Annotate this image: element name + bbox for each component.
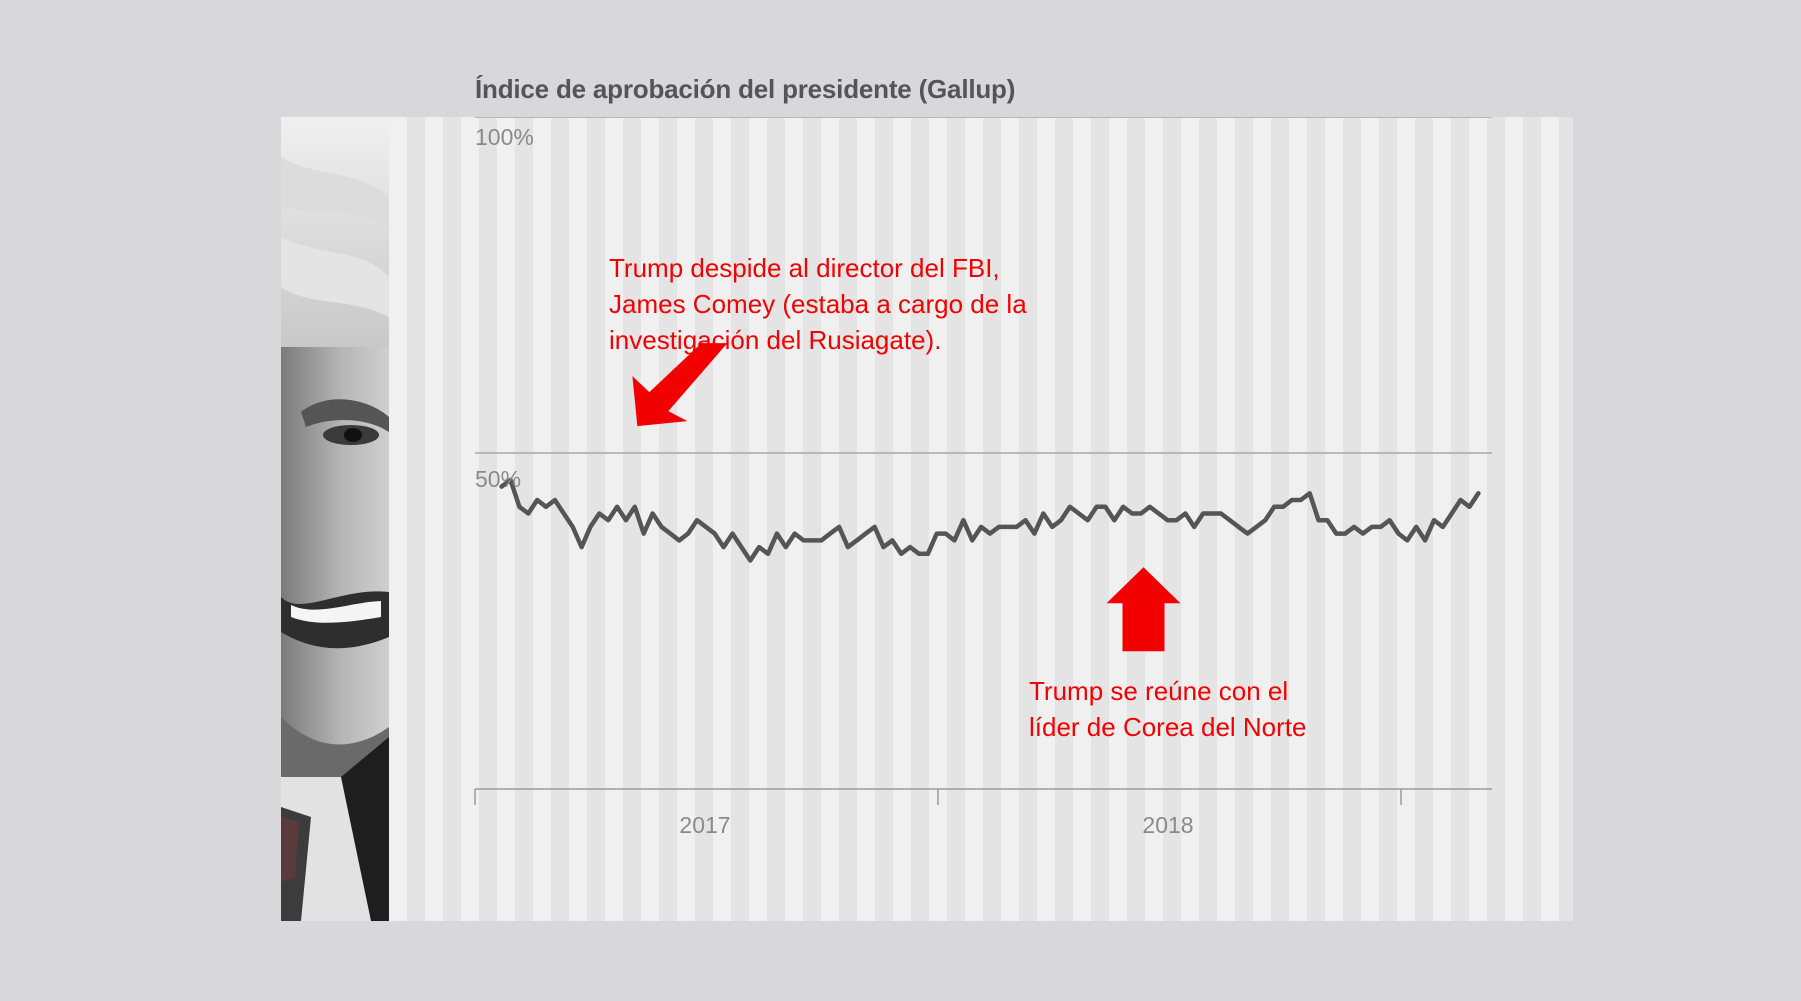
- grid-stripe: [479, 117, 497, 921]
- annotation-comey-line: investigación del Rusiagate).: [609, 325, 942, 355]
- grid-stripe: [1091, 117, 1109, 921]
- grid-stripe: [1127, 117, 1145, 921]
- grid-stripe: [911, 117, 929, 921]
- annotation-north-korea-line: líder de Corea del Norte: [1029, 712, 1307, 742]
- series-line-0: [499, 477, 1481, 563]
- grid-stripe: [767, 117, 785, 921]
- annotation-comey-line: Trump despide al director del FBI,: [609, 253, 1000, 283]
- grid-stripe: [1199, 117, 1217, 921]
- grid-stripe: [1487, 117, 1505, 921]
- grid-stripe: [659, 117, 677, 921]
- grid-stripe: [1451, 117, 1469, 921]
- y-tick-label-100: 100%: [475, 124, 534, 150]
- grid-stripe: [551, 117, 569, 921]
- chart-panel: [281, 117, 1573, 921]
- grid-stripe: [731, 117, 749, 921]
- grid-stripe: [983, 117, 1001, 921]
- annotation-arrow-comey: [632, 343, 728, 427]
- grid-stripe: [839, 117, 857, 921]
- grid-stripe: [1019, 117, 1037, 921]
- annotation-north-korea: Trump se reúne con el líder de Corea del…: [1029, 673, 1306, 745]
- grid-stripe: [1559, 117, 1573, 921]
- grid-stripe: [623, 117, 641, 921]
- grid-stripe: [695, 117, 713, 921]
- line-chart: [407, 117, 1573, 921]
- annotation-north-korea-line: Trump se reúne con el: [1029, 676, 1289, 706]
- grid-stripe: [875, 117, 893, 921]
- grid-stripe: [1523, 117, 1541, 921]
- x-tick-label-2018: 2018: [1142, 812, 1194, 838]
- grid-stripe: [803, 117, 821, 921]
- portrait-image: [281, 117, 389, 921]
- grid-stripe: [1415, 117, 1433, 921]
- x-tick-label-2017: 2017: [679, 812, 731, 838]
- grid-stripe: [1271, 117, 1289, 921]
- grid-stripe: [407, 117, 425, 921]
- annotation-comey: Trump despide al director del FBI, James…: [609, 250, 1027, 358]
- grid-stripe: [1235, 117, 1253, 921]
- chart-title: Índice de aprobación del presidente (Gal…: [475, 74, 1016, 104]
- grid-stripe: [443, 117, 461, 921]
- annotation-comey-line: James Comey (estaba a cargo de la: [609, 289, 1027, 319]
- grid-stripe: [515, 117, 533, 921]
- y-tick-label-50: 50%: [475, 466, 522, 492]
- grid-stripe: [1343, 117, 1361, 921]
- grid-stripe: [947, 117, 965, 921]
- annotation-arrow-north-korea: [1106, 567, 1181, 652]
